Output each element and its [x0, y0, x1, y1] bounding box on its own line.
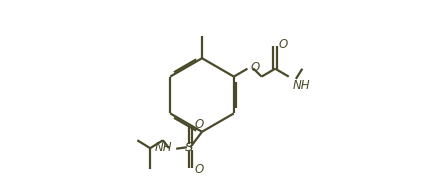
Text: O: O [279, 38, 288, 51]
Text: O: O [251, 61, 260, 74]
Text: O: O [194, 163, 203, 176]
Text: S: S [185, 141, 194, 154]
Text: O: O [194, 118, 203, 131]
Text: NH: NH [293, 79, 311, 93]
Text: NH: NH [155, 141, 173, 154]
